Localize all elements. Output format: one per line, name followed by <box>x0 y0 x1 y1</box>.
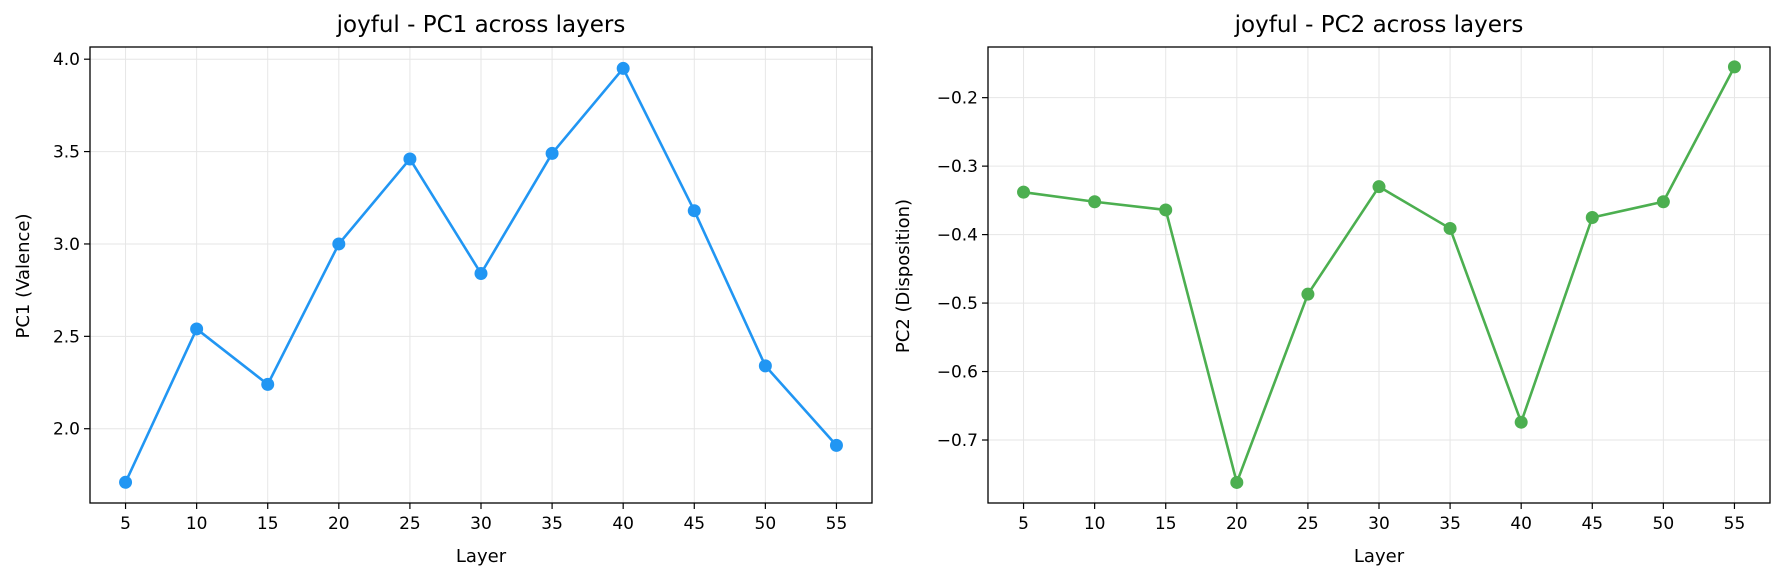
data-point <box>616 61 630 75</box>
y-axis-label: PC2 (Disposition) <box>893 199 914 353</box>
data-point <box>1443 221 1457 235</box>
data-point <box>474 267 488 281</box>
x-tick-label: 50 <box>1653 514 1675 534</box>
y-tick-label: 2.0 <box>53 420 80 440</box>
data-point <box>758 359 772 373</box>
x-tick-label: 45 <box>683 514 705 534</box>
chart-pc2: joyful - PC2 across layers Layer PC2 (Di… <box>893 12 1771 567</box>
data-point <box>1230 475 1244 489</box>
x-tick-label: 40 <box>612 514 634 534</box>
x-tick-label: 25 <box>1297 514 1319 534</box>
x-axis-label: Layer <box>456 546 507 567</box>
x-tick-label: 30 <box>470 514 492 534</box>
data-point <box>1514 415 1528 429</box>
x-tick-label: 50 <box>755 514 777 534</box>
y-tick-label: 3.5 <box>53 143 80 163</box>
x-tick-label: 55 <box>826 514 848 534</box>
y-tick-label: 4.0 <box>53 50 80 70</box>
x-tick-label: 20 <box>1226 514 1248 534</box>
data-point <box>403 152 417 166</box>
series-markers <box>119 61 843 489</box>
x-tick-label: 55 <box>1724 514 1746 534</box>
y-tick-label: −0.7 <box>937 431 978 451</box>
data-point <box>1585 210 1599 224</box>
x-axis-label: Layer <box>1354 546 1405 567</box>
x-tick-label: 20 <box>328 514 350 534</box>
data-point <box>1656 195 1670 209</box>
x-tick-label: 5 <box>120 514 131 534</box>
plot-frame <box>987 46 1771 504</box>
data-point <box>1017 185 1031 199</box>
y-tick-label: −0.3 <box>937 157 978 177</box>
y-tick-label: −0.5 <box>937 294 978 314</box>
x-tick-label: 10 <box>186 514 208 534</box>
plot-frame <box>89 46 873 504</box>
y-tick-label: 3.0 <box>53 235 80 255</box>
ticks: 5 10 15 20 25 30 35 40 45 50 55 2.0 2.5 3.0 3.5 4.0 <box>53 50 847 534</box>
data-point <box>1372 180 1386 194</box>
data-point <box>261 377 275 391</box>
data-point <box>119 475 133 489</box>
y-tick-label: 2.5 <box>53 327 80 347</box>
chart-title: joyful - PC2 across layers <box>1234 12 1524 38</box>
data-point <box>332 237 346 251</box>
x-tick-label: 15 <box>257 514 279 534</box>
x-tick-label: 45 <box>1581 514 1603 534</box>
data-point <box>545 146 559 160</box>
gridlines <box>90 47 872 503</box>
chart-title: joyful - PC1 across layers <box>336 12 626 38</box>
x-tick-label: 35 <box>1439 514 1461 534</box>
x-tick-label: 5 <box>1018 514 1029 534</box>
data-point <box>1159 203 1173 217</box>
data-point <box>190 322 204 336</box>
x-tick-label: 40 <box>1510 514 1532 534</box>
x-tick-label: 10 <box>1084 514 1106 534</box>
data-point <box>1088 195 1102 209</box>
data-point <box>687 204 701 218</box>
x-tick-label: 15 <box>1155 514 1177 534</box>
series-markers <box>1017 60 1741 489</box>
chart-pc1: joyful - PC1 across layers Layer PC1 (Va… <box>13 12 873 567</box>
gridlines <box>988 47 1770 503</box>
y-tick-label: −0.2 <box>937 89 978 109</box>
x-tick-label: 30 <box>1368 514 1390 534</box>
y-tick-label: −0.4 <box>937 226 978 246</box>
data-point <box>829 438 843 452</box>
x-tick-label: 35 <box>541 514 563 534</box>
y-axis-label: PC1 (Valence) <box>13 213 34 338</box>
y-tick-label: −0.6 <box>937 363 978 383</box>
x-tick-label: 25 <box>399 514 421 534</box>
data-point <box>1727 60 1741 74</box>
data-point <box>1301 287 1315 301</box>
ticks: 5 10 15 20 25 30 35 40 45 50 55 −0.7 −0.6 −0.5 −0.4 −0.… <box>937 89 1746 534</box>
